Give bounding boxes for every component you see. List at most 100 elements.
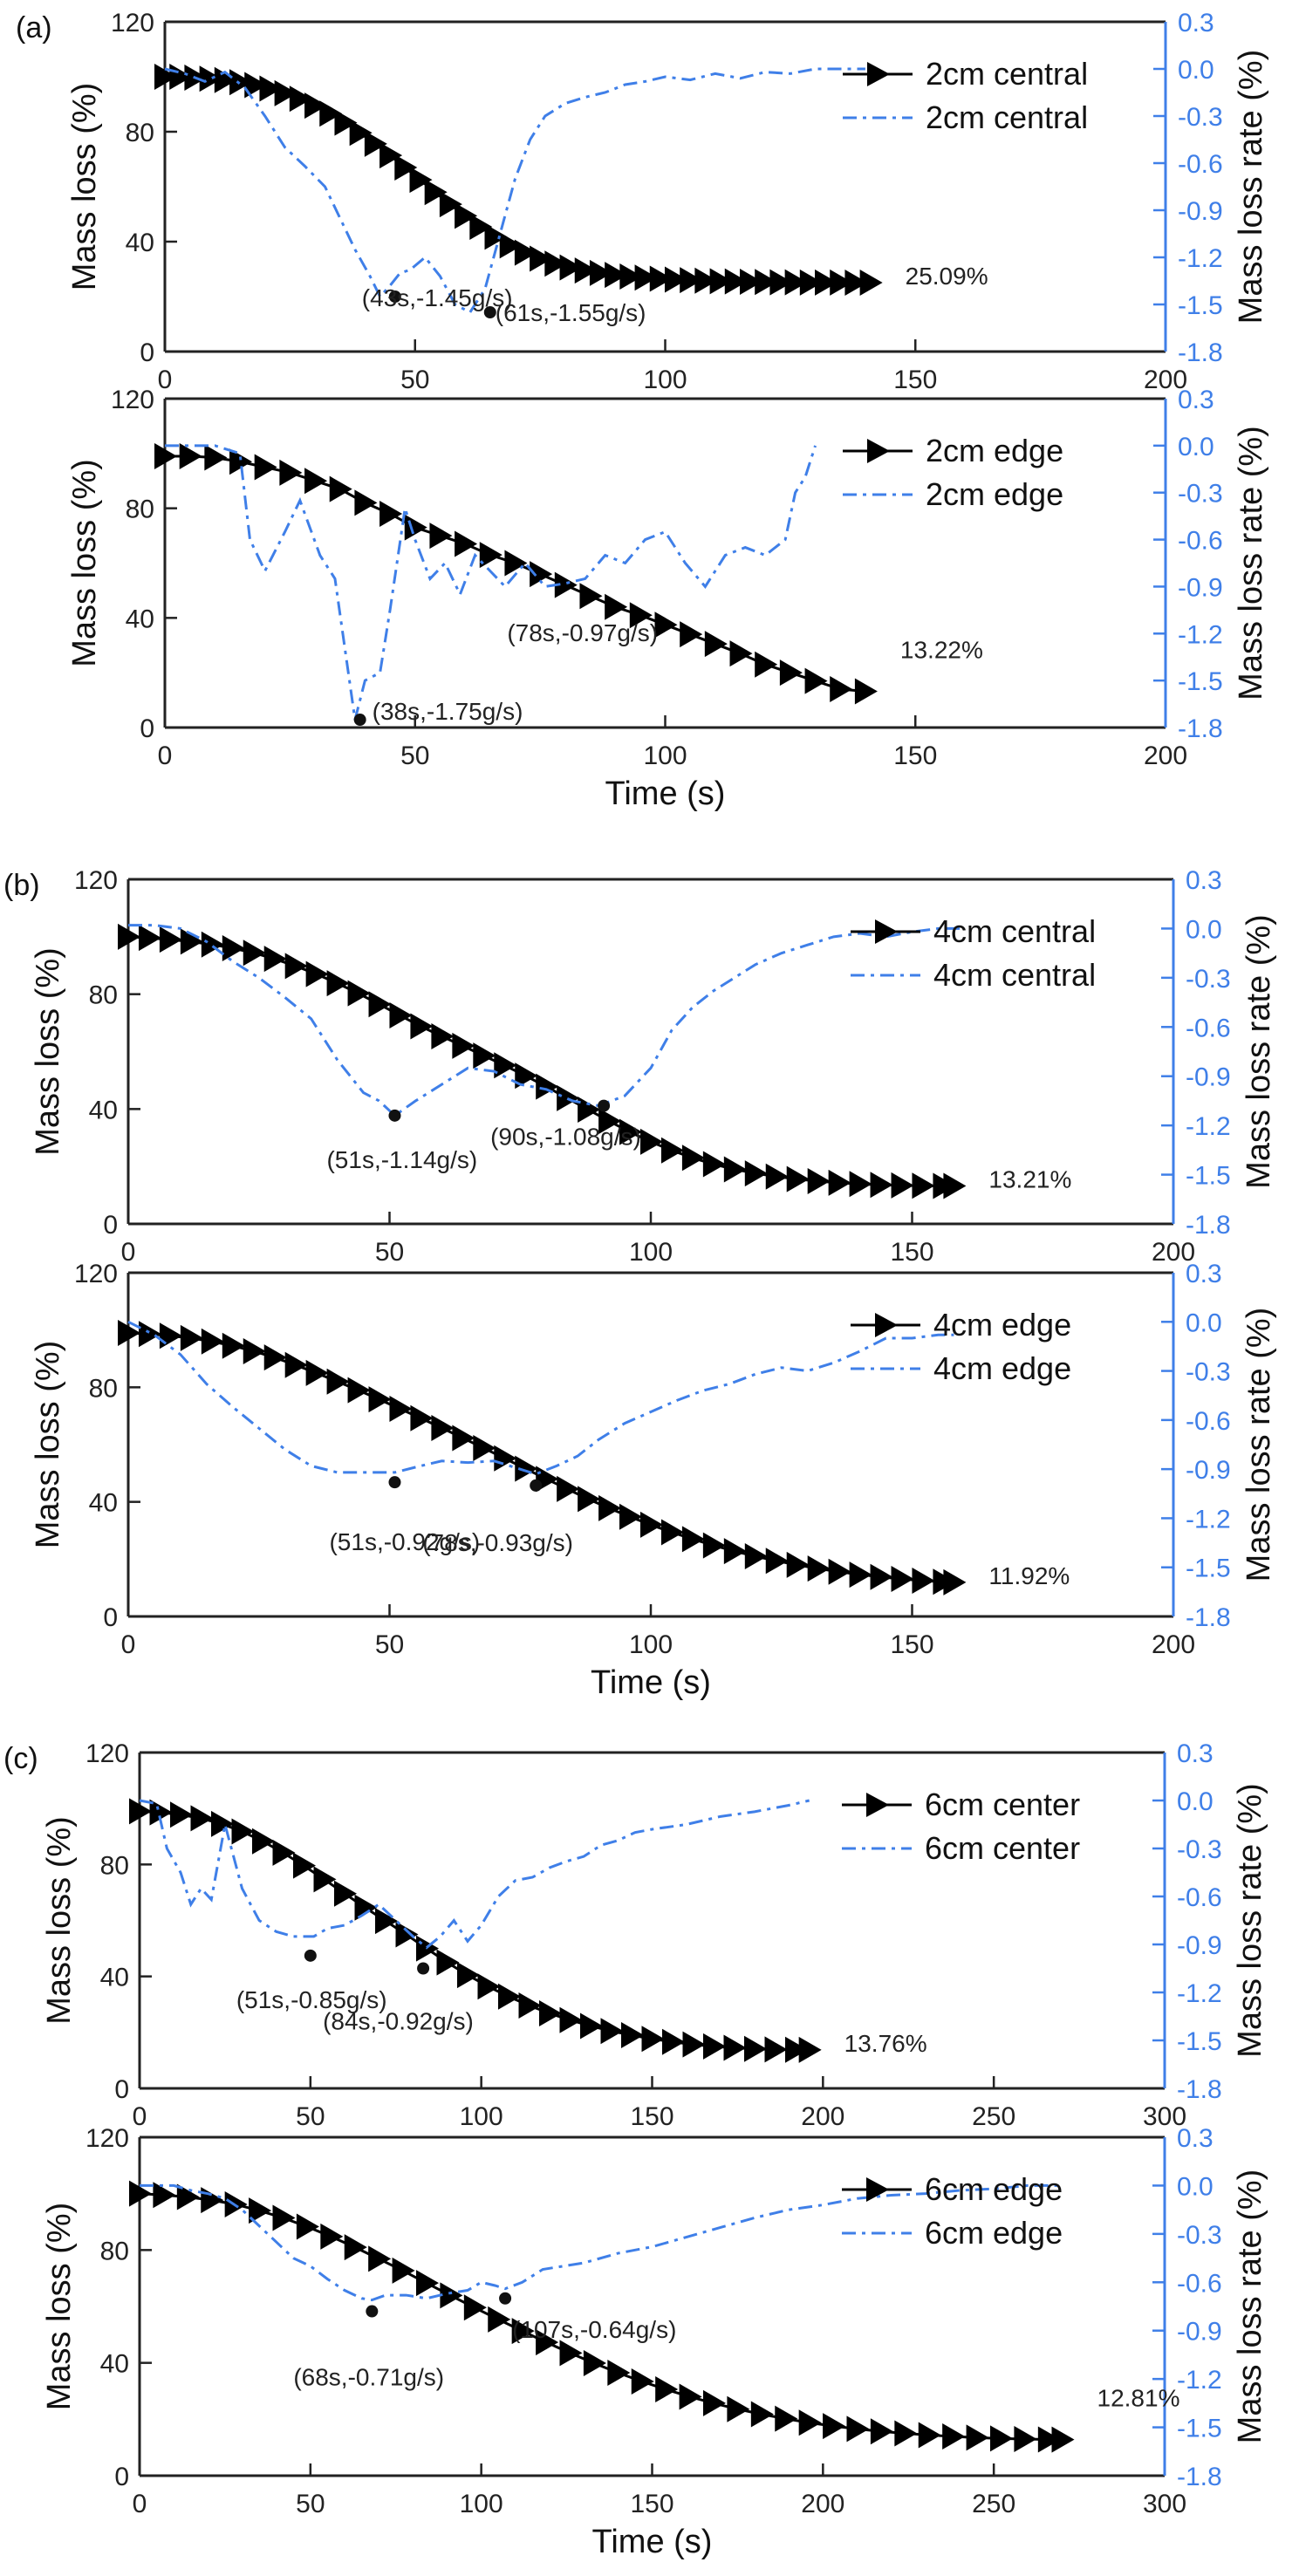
- y-axis-title-left: Mass loss (%): [66, 83, 103, 291]
- triangle-marker: [231, 1818, 255, 1845]
- triangle-marker: [709, 268, 733, 295]
- x-tick-label: 50: [375, 1238, 404, 1267]
- triangle-marker: [118, 923, 140, 950]
- y-tick-label-right: -1.2: [1186, 1505, 1231, 1534]
- panel-b2: 0 50 100 150 200 0 40 80 120 0.3 0.0 -0.3 -0.6 -0.9 -1…: [30, 1260, 1277, 1701]
- triangle-marker: [305, 1359, 329, 1386]
- final-mass-label: 13.76%: [844, 2030, 927, 2057]
- triangle-marker: [779, 659, 803, 687]
- triangle-marker: [515, 1455, 538, 1482]
- legend-label-rate: 2cm central: [926, 99, 1088, 135]
- triangle-marker: [750, 2401, 774, 2428]
- triangle-marker: [211, 1810, 234, 1837]
- triangle-marker: [170, 1801, 193, 1828]
- triangle-marker: [284, 953, 308, 980]
- triangle-marker: [943, 1568, 967, 1595]
- y-tick-label-right: -1.8: [1177, 2075, 1222, 2104]
- triangle-marker: [190, 1805, 214, 1832]
- triangle-marker: [681, 1145, 705, 1172]
- triangle-marker: [379, 500, 403, 527]
- mass-loss-line: [139, 2192, 1063, 2442]
- triangle-marker: [364, 130, 387, 157]
- x-tick-label: 150: [893, 741, 937, 770]
- series-mass-loss-rate: [140, 2183, 1063, 2302]
- x-tick-label: 100: [460, 2490, 503, 2518]
- triangle-marker: [918, 2422, 941, 2449]
- y-tick-label-left: 0: [103, 1211, 118, 1240]
- triangle-marker: [452, 1032, 475, 1059]
- x-tick-label: 100: [643, 741, 687, 770]
- triangle-marker: [263, 946, 287, 973]
- triangle-marker: [641, 2026, 665, 2053]
- y-tick-label-right: -1.2: [1186, 1112, 1231, 1141]
- triangle-marker: [284, 1351, 308, 1378]
- triangle-marker: [530, 561, 553, 588]
- triangle-marker: [244, 72, 268, 99]
- peak-marker: [483, 306, 496, 318]
- legend: 2cm central 2cm central: [843, 56, 1088, 135]
- x-tick-label: 50: [400, 366, 429, 394]
- triangle-marker: [1014, 2425, 1037, 2452]
- triangle-marker: [199, 65, 222, 92]
- triangle-marker: [354, 1894, 378, 1921]
- peak-annotation: (38s,-1.75g/s): [373, 698, 523, 725]
- triangle-marker: [159, 1322, 182, 1349]
- triangle-marker: [259, 75, 283, 102]
- peak-annotation: (84s,-0.92g/s): [323, 2008, 474, 2035]
- triangle-marker: [854, 678, 878, 705]
- y-tick-label-right: 0.3: [1178, 386, 1214, 414]
- triangle-marker: [775, 2405, 798, 2432]
- y-tick-label-left: 0: [103, 1603, 118, 1632]
- legend-triangle-icon: [875, 919, 898, 944]
- triangle-marker: [536, 2329, 559, 2356]
- triangle-marker: [305, 960, 329, 987]
- triangle-marker: [943, 1172, 967, 1199]
- triangle-marker: [329, 475, 352, 502]
- peak-annotation: (78s,-0.93g/s): [422, 1529, 573, 1556]
- triangle-marker: [578, 1486, 601, 1513]
- y-tick-label-right: 0.3: [1186, 1260, 1222, 1288]
- peak-marker: [353, 714, 366, 727]
- y-tick-label-right: -1.5: [1178, 667, 1223, 696]
- triangle-marker: [293, 1852, 316, 1879]
- triangle-marker: [154, 442, 177, 469]
- triangle-marker: [729, 640, 753, 667]
- y-tick-label-right: -0.9: [1177, 1931, 1222, 1960]
- legend: 4cm edge 4cm edge: [851, 1307, 1071, 1386]
- triangle-marker: [504, 550, 528, 577]
- peak-annotation: (78s,-0.97g/s): [507, 619, 658, 646]
- triangle-marker: [849, 1561, 872, 1589]
- y-axis-title-left: Mass loss (%): [41, 2203, 78, 2411]
- triangle-marker: [559, 2340, 583, 2367]
- y-tick-label-right: -0.6: [1186, 1407, 1231, 1436]
- y-axis-title-right: Mass loss rate (%): [1233, 426, 1269, 700]
- panel-c1: 0 50 100 150 200 250 300 0 40 80 120 0.3 0.0 -0.3 -0.6…: [3, 1739, 1268, 2131]
- triangle-marker: [149, 1799, 173, 1826]
- triangle-marker: [368, 1386, 392, 1413]
- y-tick-label-right: -0.9: [1186, 1456, 1231, 1485]
- series-mass-loss: [154, 442, 878, 705]
- x-tick-label: 300: [1143, 2490, 1186, 2518]
- legend-label-mass-loss: 2cm central: [926, 56, 1088, 92]
- triangle-marker: [334, 109, 358, 136]
- series-mass-loss: [118, 1319, 967, 1595]
- legend-triangle-icon: [875, 1313, 898, 1337]
- triangle-marker: [828, 1169, 851, 1196]
- triangle-marker: [849, 1171, 872, 1198]
- triangle-marker: [222, 1332, 245, 1359]
- y-tick-label-left: 80: [89, 1374, 118, 1403]
- y-tick-label-right: -1.8: [1186, 1603, 1231, 1632]
- y-tick-label-right: 0.0: [1186, 1308, 1222, 1337]
- y-tick-label-right: -1.5: [1186, 1554, 1231, 1583]
- x-tick-label: 200: [1144, 366, 1187, 394]
- triangle-marker: [870, 1563, 893, 1590]
- triangle-marker: [249, 2197, 272, 2224]
- mass-loss-rate-line: [139, 1799, 810, 1950]
- peak-marker: [499, 2292, 512, 2305]
- triangle-marker: [484, 223, 508, 250]
- triangle-marker: [229, 69, 253, 96]
- triangle-marker: [859, 269, 883, 296]
- x-tick-label: 300: [1143, 2102, 1186, 2131]
- y-tick-label-right: -1.5: [1177, 2027, 1222, 2056]
- series-mass-loss-rate: [164, 67, 865, 314]
